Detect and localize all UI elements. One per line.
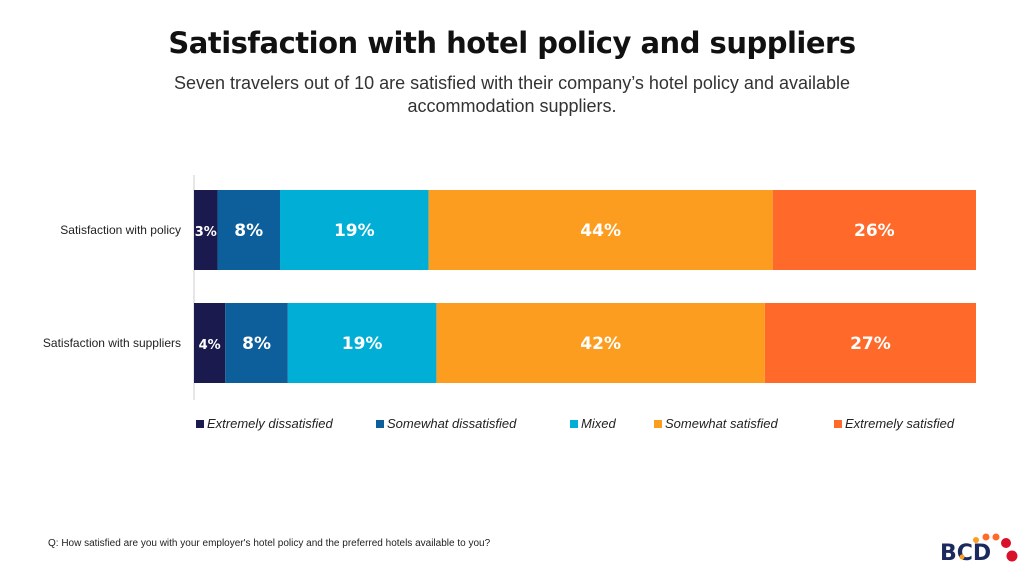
legend-label: Somewhat satisfied: [665, 416, 778, 431]
bcd-logo: BCD: [940, 533, 1018, 566]
bar-segment: [225, 303, 288, 383]
legend-swatch: [196, 420, 204, 428]
bar-segment: [428, 190, 773, 270]
legend-swatch: [570, 420, 578, 428]
chart-title: Satisfaction with hotel policy and suppl…: [168, 26, 856, 60]
bar-segment: [217, 190, 281, 270]
legend-item: Extremely dissatisfied: [196, 416, 333, 431]
data-label: 19%: [334, 221, 375, 241]
data-label: 4%: [199, 338, 221, 353]
bar-segment: [764, 303, 976, 383]
data-label: 8%: [234, 221, 263, 241]
legend-item: Somewhat dissatisfied: [376, 416, 516, 431]
legend-swatch: [376, 420, 384, 428]
footnote: Q: How satisfied are you with your emplo…: [48, 538, 491, 549]
data-label: 42%: [580, 334, 621, 354]
legend-label: Extremely dissatisfied: [207, 416, 333, 431]
chart-subtitle: Seven travelers out of 10 are satisfied …: [173, 73, 851, 116]
data-label: 27%: [850, 334, 891, 354]
legend-label: Mixed: [581, 416, 616, 431]
bar-segment: [287, 303, 437, 383]
svg-text:BCD: BCD: [940, 541, 991, 566]
bar-segment: [436, 303, 765, 383]
data-label: 26%: [854, 221, 895, 241]
data-label: 19%: [342, 334, 383, 354]
data-label: 3%: [195, 225, 217, 240]
category-label: Satisfaction with policy: [60, 223, 181, 237]
bar-segment: [772, 190, 976, 270]
data-label: 44%: [580, 221, 621, 241]
legend-swatch: [654, 420, 662, 428]
legend-item: Extremely satisfied: [834, 416, 954, 431]
data-label: 8%: [242, 334, 271, 354]
legend-swatch: [834, 420, 842, 428]
category-label: Satisfaction with suppliers: [43, 336, 181, 350]
legend-label: Somewhat dissatisfied: [387, 416, 517, 431]
legend-item: Somewhat satisfied: [654, 416, 778, 431]
bar-segment: [280, 190, 429, 270]
bar-segment: [194, 190, 218, 270]
legend-item: Mixed: [570, 416, 616, 431]
legend-label: Extremely satisfied: [845, 416, 955, 431]
bar-segment: [194, 303, 226, 383]
